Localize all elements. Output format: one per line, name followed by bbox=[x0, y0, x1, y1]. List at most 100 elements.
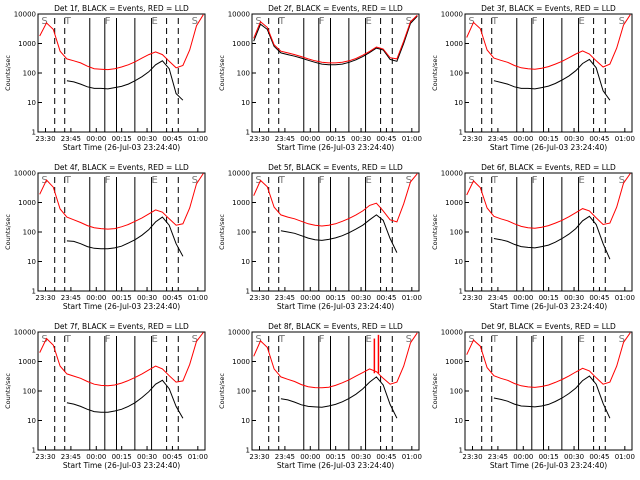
y-tick-label: 1000 bbox=[18, 358, 36, 366]
flag-letter: S bbox=[41, 16, 47, 27]
events-line bbox=[493, 375, 611, 419]
x-tick-label: 01:00 bbox=[615, 294, 635, 302]
flag-letter: S bbox=[255, 334, 261, 345]
chart-panel-6: Det 6f, BLACK = Events, RED = LLD 1 10 100 1… bbox=[431, 163, 635, 311]
chart-panel-4: Det 4f, BLACK = Events, RED = LLD 1 10 100 1… bbox=[4, 163, 208, 311]
x-axis-label: Start Time (26-Jul-03 23:24:40) bbox=[490, 461, 607, 470]
events-line bbox=[493, 58, 611, 101]
x-tick-label: 23:45 bbox=[61, 135, 81, 143]
panel-title: Det 9f, BLACK = Events, RED = LLD bbox=[481, 322, 616, 331]
x-tick-label: 00:45 bbox=[376, 294, 396, 302]
y-tick-label: 100 bbox=[237, 388, 250, 396]
flag-letter: S bbox=[468, 16, 474, 27]
y-axis-label: Counts/sec bbox=[218, 214, 226, 250]
y-tick-label: 10000 bbox=[441, 329, 463, 337]
x-tick-label: 00:45 bbox=[162, 135, 182, 143]
x-tick-label: 00:45 bbox=[162, 453, 182, 461]
lld-line bbox=[39, 173, 204, 230]
panel-title: Det 8f, BLACK = Events, RED = LLD bbox=[268, 322, 403, 331]
x-tick-label: 00:45 bbox=[376, 453, 396, 461]
panel-title: Det 7f, BLACK = Events, RED = LLD bbox=[54, 322, 189, 331]
y-tick-label: 1000 bbox=[445, 199, 463, 207]
x-tick-label: 01:00 bbox=[615, 135, 635, 143]
flag-letter: S bbox=[192, 334, 198, 345]
y-tick-label: 100 bbox=[237, 229, 250, 237]
plot-frame bbox=[37, 331, 206, 451]
lld-line bbox=[466, 14, 631, 70]
x-tick-label: 00:00 bbox=[300, 294, 320, 302]
events-line bbox=[493, 215, 611, 260]
y-tick-label: 10 bbox=[27, 99, 36, 107]
flag-letter: T bbox=[491, 16, 499, 27]
x-axis-label: Start Time (26-Jul-03 23:24:40) bbox=[490, 143, 607, 152]
flag-letter: F bbox=[105, 16, 111, 27]
x-tick-label: 01:00 bbox=[188, 135, 208, 143]
flag-letter: T bbox=[491, 175, 499, 186]
plot-frame bbox=[464, 172, 633, 292]
x-tick-label: 00:30 bbox=[351, 135, 371, 143]
panel-title: Det 6f, BLACK = Events, RED = LLD bbox=[481, 163, 616, 172]
y-tick-label: 100 bbox=[450, 229, 463, 237]
y-tick-label: 100 bbox=[237, 70, 250, 78]
x-tick-label: 23:45 bbox=[275, 453, 295, 461]
x-tick-label: 23:30 bbox=[462, 135, 482, 143]
flag-letter: S bbox=[255, 16, 261, 27]
events-line bbox=[66, 60, 184, 101]
flag-letter: S bbox=[619, 175, 625, 186]
events-line bbox=[280, 214, 398, 253]
x-tick-label: 00:00 bbox=[513, 294, 533, 302]
y-tick-label: 10000 bbox=[228, 11, 250, 19]
x-tick-label: 01:00 bbox=[615, 453, 635, 461]
x-tick-label: 00:30 bbox=[137, 294, 157, 302]
flag-letter: T bbox=[491, 334, 499, 345]
flag-letter: S bbox=[41, 175, 47, 186]
events-line bbox=[253, 15, 418, 66]
flag-letter: S bbox=[619, 16, 625, 27]
chart-panel-9: Det 9f, BLACK = Events, RED = LLD 1 10 100 1… bbox=[431, 322, 635, 470]
y-axis-label: Counts/sec bbox=[431, 55, 439, 91]
lld-line bbox=[466, 173, 631, 229]
y-tick-label: 100 bbox=[450, 70, 463, 78]
y-tick-label: 1 bbox=[459, 129, 463, 137]
flag-letter: E bbox=[579, 16, 585, 27]
flag-letter: S bbox=[41, 334, 47, 345]
flag-letter: E bbox=[366, 16, 372, 27]
x-tick-label: 23:45 bbox=[488, 453, 508, 461]
x-tick-label: 00:15 bbox=[539, 294, 559, 302]
x-tick-label: 00:30 bbox=[564, 135, 584, 143]
x-tick-label: 01:00 bbox=[402, 135, 422, 143]
x-tick-label: 00:00 bbox=[513, 135, 533, 143]
x-tick-label: 23:45 bbox=[61, 294, 81, 302]
y-tick-label: 1000 bbox=[445, 40, 463, 48]
plot-frame bbox=[37, 172, 206, 292]
y-tick-label: 1000 bbox=[445, 358, 463, 366]
y-tick-label: 1000 bbox=[232, 40, 250, 48]
plot-frame bbox=[251, 172, 420, 292]
y-tick-label: 10 bbox=[454, 99, 463, 107]
y-axis-label: Counts/sec bbox=[431, 214, 439, 250]
y-tick-label: 10 bbox=[27, 258, 36, 266]
y-tick-label: 1 bbox=[32, 447, 36, 455]
flag-letter: S bbox=[192, 175, 198, 186]
x-tick-label: 00:00 bbox=[300, 453, 320, 461]
x-tick-label: 00:30 bbox=[351, 453, 371, 461]
y-tick-label: 10 bbox=[27, 417, 36, 425]
y-tick-label: 10 bbox=[454, 417, 463, 425]
y-tick-label: 1 bbox=[32, 129, 36, 137]
flag-letter: T bbox=[64, 16, 72, 27]
y-tick-label: 10000 bbox=[441, 11, 463, 19]
y-tick-label: 10000 bbox=[441, 170, 463, 178]
plot-frame bbox=[464, 331, 633, 451]
y-tick-label: 10000 bbox=[228, 170, 250, 178]
x-axis-label: Start Time (26-Jul-03 23:24:40) bbox=[63, 461, 180, 470]
flag-letter: F bbox=[319, 16, 325, 27]
flag-letter: S bbox=[619, 334, 625, 345]
x-tick-label: 23:30 bbox=[35, 135, 55, 143]
y-tick-label: 100 bbox=[23, 70, 36, 78]
x-tick-label: 00:30 bbox=[564, 453, 584, 461]
y-axis-label: Counts/sec bbox=[218, 55, 226, 91]
lld-line bbox=[253, 173, 418, 227]
x-axis-label: Start Time (26-Jul-03 23:24:40) bbox=[490, 302, 607, 311]
x-tick-label: 23:45 bbox=[488, 135, 508, 143]
x-tick-label: 00:45 bbox=[589, 294, 609, 302]
